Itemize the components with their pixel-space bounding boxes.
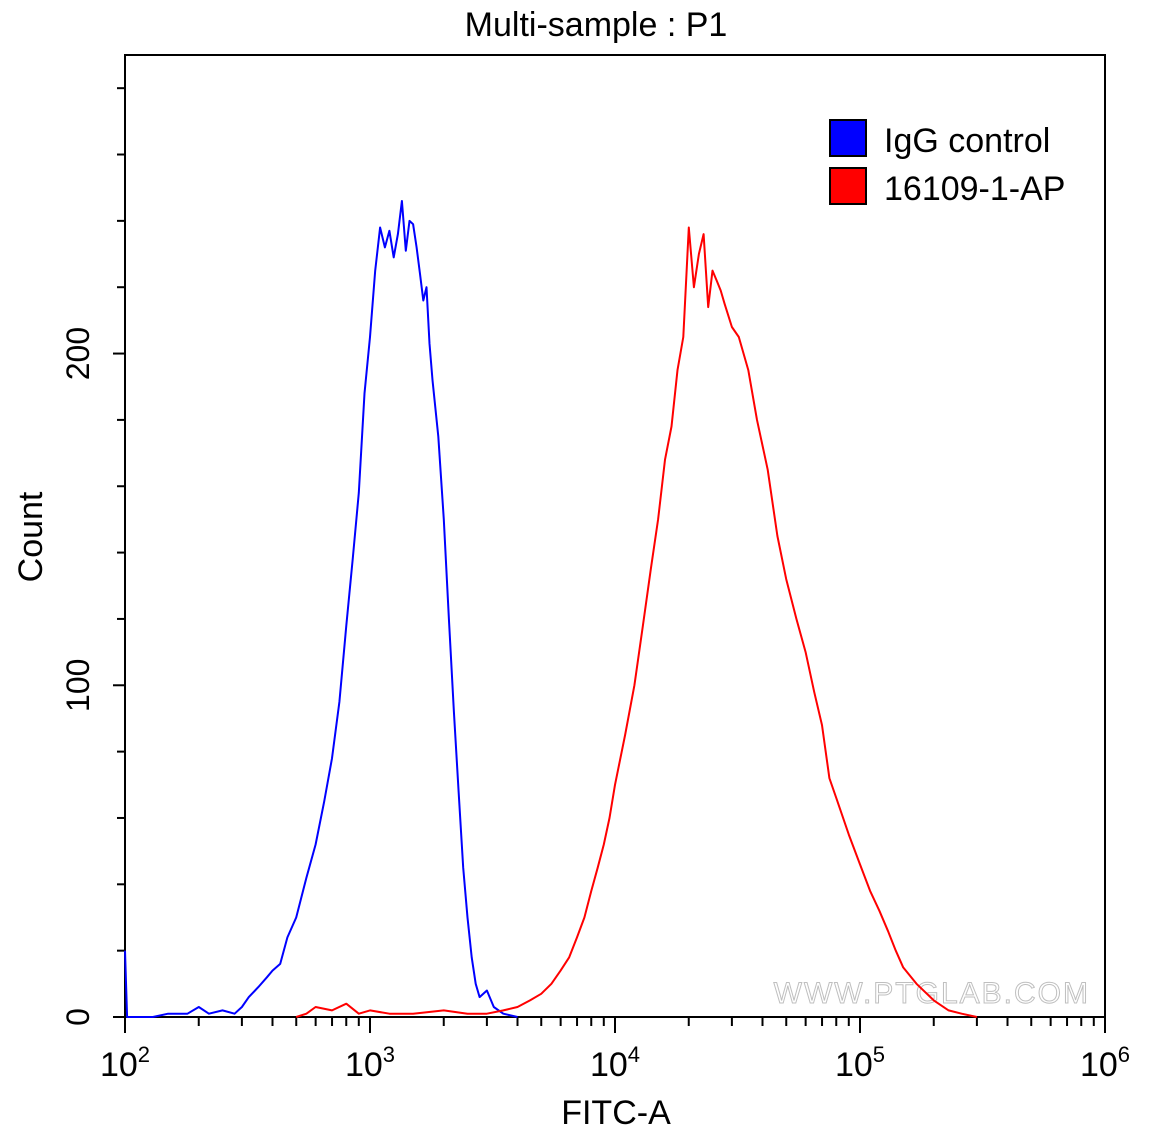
x-tick-label: 104 [590,1042,640,1084]
x-tick-base: 10 [590,1046,628,1084]
x-tick-label: 106 [1080,1042,1130,1084]
x-tick-label: 103 [345,1042,395,1084]
x-axis: 102 103 104 105 106 [100,1017,1130,1084]
x-tick-label: 102 [100,1042,150,1084]
x-tick-exponent: 3 [383,1042,395,1067]
x-tick-exponent: 5 [873,1042,885,1067]
x-tick-exponent: 4 [628,1042,640,1067]
y-axis: 0 100 200 [60,87,125,1026]
x-axis-label: FITC-A [561,1094,671,1132]
x-tick-base: 10 [1080,1046,1118,1084]
y-tick-label: 200 [60,327,96,380]
series-line-igg-control [124,200,518,1018]
series-layer [124,200,978,1018]
legend-swatch-igg-control [829,119,867,157]
x-tick-base: 10 [835,1046,873,1084]
legend-label-16109-1-ap: 16109-1-AP [884,170,1065,208]
x-tick-exponent: 2 [138,1042,150,1067]
y-tick-label: 0 [60,1008,96,1026]
y-axis-label: Count [12,491,50,582]
chart-title: Multi-sample : P1 [465,6,728,44]
watermark: WWW.PTGLAB.COM [774,977,1090,1010]
x-tick-base: 10 [345,1046,383,1084]
legend-label-igg-control: IgG control [884,122,1050,160]
x-tick-exponent: 6 [1118,1042,1130,1067]
legend: IgG control 16109-1-AP [829,119,1065,208]
series-line-16109-1-ap [295,226,978,1018]
y-tick-label: 100 [60,659,96,712]
x-tick-label: 105 [835,1042,885,1084]
x-tick-base: 10 [100,1046,138,1084]
legend-swatch-16109-1-ap [829,167,867,205]
